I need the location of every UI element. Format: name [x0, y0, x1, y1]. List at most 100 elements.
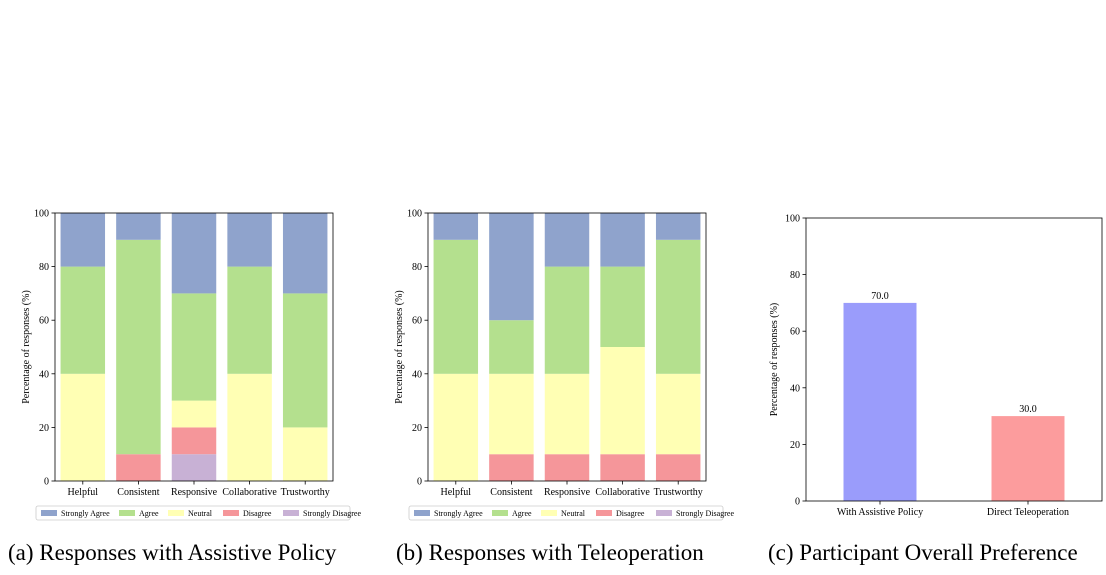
- legend-swatch-agree: [492, 510, 508, 516]
- legend-entry-strongly-disagree: Strongly Disagree: [303, 509, 361, 518]
- bar-segment-trustworthy-neutral: [282, 427, 328, 481]
- x-tick-label-helpful: Helpful: [441, 487, 472, 498]
- bar-segment-responsive-agree: [544, 266, 590, 374]
- x-tick-label-responsive: Responsive: [171, 487, 218, 498]
- bar-with-assistive-policy: [843, 302, 917, 501]
- bar-segment-helpful-agree: [433, 239, 479, 374]
- y-tick-label: 0: [44, 477, 49, 488]
- bar-segment-helpful-agree: [60, 266, 106, 374]
- bar-segment-collaborative-agree: [227, 266, 272, 374]
- legend-entry-disagree: Disagree: [243, 509, 272, 518]
- y-tick-label: 60: [39, 316, 49, 327]
- bar-segment-collaborative-disagree: [600, 454, 645, 481]
- legend-swatch-strongly-disagree: [656, 510, 672, 516]
- y-tick-label: 20: [790, 440, 800, 451]
- legend-box: [35, 505, 351, 521]
- bar-segment-collaborative-neutral: [600, 347, 645, 455]
- y-axis-label: Percentage of responses (%): [394, 290, 405, 404]
- y-tick-label: 60: [412, 316, 422, 327]
- bar-segment-trustworthy-disagree: [655, 454, 701, 481]
- bar-segment-consistent-disagree: [116, 454, 161, 481]
- legend-swatch-strongly-disagree: [283, 510, 299, 516]
- y-tick-label: 100: [785, 214, 800, 225]
- bar-segment-responsive-disagree: [171, 427, 217, 455]
- bar-segment-helpful-strongly-agree: [60, 213, 106, 267]
- legend-swatch-neutral: [541, 510, 557, 516]
- y-tick-label: 60: [790, 327, 800, 338]
- x-tick-label-collaborative: Collaborative: [595, 487, 650, 498]
- x-tick-label-with-assistive-policy: With Assistive Policy: [837, 507, 923, 518]
- bar-segment-trustworthy-neutral: [655, 373, 701, 455]
- legend-swatch-neutral: [168, 510, 184, 516]
- x-tick-label-helpful: Helpful: [68, 487, 99, 498]
- legend-entry-agree: Agree: [512, 509, 532, 518]
- plot-frame: [805, 217, 1103, 502]
- x-tick-label-consistent: Consistent: [490, 487, 532, 498]
- legend-entry-neutral: Neutral: [561, 509, 586, 518]
- y-axis-label: Percentage of responses (%): [21, 290, 32, 404]
- legend-entry-strongly-agree: Strongly Agree: [434, 509, 483, 518]
- plot-frame: [54, 212, 334, 482]
- bar-segment-collaborative-agree: [600, 266, 645, 347]
- x-tick-label-trustworthy: Trustworthy: [654, 487, 703, 498]
- caption-a: (a) Responses with Assistive Policy: [8, 540, 337, 565]
- legend-swatch-disagree: [596, 510, 612, 516]
- legend: Strongly Agree Agree Neutral Disagree Strong…: [408, 505, 734, 521]
- x-tick-label-responsive: Responsive: [544, 487, 591, 498]
- y-tick-label: 20: [412, 423, 422, 434]
- chart-assistive-policy: Helpful Consistent Responsive Collaborative…: [21, 209, 361, 521]
- bar-segment-trustworthy-strongly-agree: [655, 213, 701, 240]
- y-tick-label: 40: [412, 369, 422, 380]
- y-tick-label: 100: [407, 209, 422, 220]
- bar-segment-consistent-strongly-agree: [489, 213, 534, 321]
- bar-segment-responsive-neutral: [171, 400, 217, 428]
- chart-overall-preference: 70.0 With Assistive Policy 30.0 Direct Tele…: [769, 214, 1103, 518]
- bar-segment-collaborative-neutral: [227, 373, 272, 481]
- plot-frame: [427, 212, 707, 482]
- y-tick-label: 40: [39, 369, 49, 380]
- y-axis-label: Percentage of responses (%): [769, 303, 780, 417]
- chart-teleoperation: Helpful Consistent Responsive Collaborative…: [394, 209, 734, 521]
- bar-segment-responsive-strongly-agree: [171, 213, 217, 294]
- legend-entry-disagree: Disagree: [616, 509, 645, 518]
- caption-c: (c) Participant Overall Preference: [768, 540, 1078, 565]
- bar-direct-teleoperation: [991, 416, 1065, 501]
- x-tick-label-consistent: Consistent: [117, 487, 159, 498]
- y-tick-label: 0: [417, 477, 422, 488]
- bar-segment-responsive-strongly-agree: [544, 213, 590, 267]
- legend: Strongly Agree Agree Neutral Disagree Strong…: [35, 505, 361, 521]
- caption-b: (b) Responses with Teleoperation: [396, 540, 704, 565]
- bar-segment-responsive-neutral: [544, 373, 590, 455]
- y-tick-label: 40: [790, 383, 800, 394]
- bar-segment-responsive-agree: [171, 293, 217, 401]
- legend-swatch-strongly-agree: [41, 510, 57, 516]
- bar-segment-helpful-neutral: [433, 373, 479, 481]
- bar-segment-collaborative-strongly-agree: [227, 213, 272, 267]
- y-tick-label: 80: [412, 262, 422, 273]
- bar-segment-consistent-agree: [116, 239, 161, 455]
- legend-swatch-disagree: [223, 510, 239, 516]
- bar-segment-collaborative-strongly-agree: [600, 213, 645, 267]
- legend-swatch-strongly-agree: [414, 510, 430, 516]
- bar-segment-consistent-strongly-agree: [116, 213, 161, 240]
- bar-segment-trustworthy-agree: [282, 293, 328, 428]
- bar-segment-helpful-neutral: [60, 373, 106, 481]
- x-tick-label-trustworthy: Trustworthy: [281, 487, 330, 498]
- data-label-direct-teleoperation: 30.0: [1019, 404, 1037, 415]
- legend-box: [408, 505, 724, 521]
- bar-segment-consistent-agree: [489, 320, 534, 374]
- bar-segment-trustworthy-strongly-agree: [282, 213, 328, 294]
- y-tick-label: 0: [795, 497, 800, 508]
- y-tick-label: 100: [34, 209, 49, 220]
- legend-entry-neutral: Neutral: [188, 509, 213, 518]
- data-label-with-assistive-policy: 70.0: [871, 291, 889, 302]
- bar-segment-consistent-disagree: [489, 454, 534, 481]
- y-tick-label: 20: [39, 423, 49, 434]
- legend-swatch-agree: [119, 510, 135, 516]
- legend-entry-strongly-disagree: Strongly Disagree: [676, 509, 734, 518]
- bar-segment-consistent-neutral: [489, 373, 534, 455]
- legend-entry-agree: Agree: [139, 509, 159, 518]
- bar-segment-responsive-disagree: [544, 454, 590, 481]
- bar-segment-helpful-strongly-agree: [433, 213, 479, 240]
